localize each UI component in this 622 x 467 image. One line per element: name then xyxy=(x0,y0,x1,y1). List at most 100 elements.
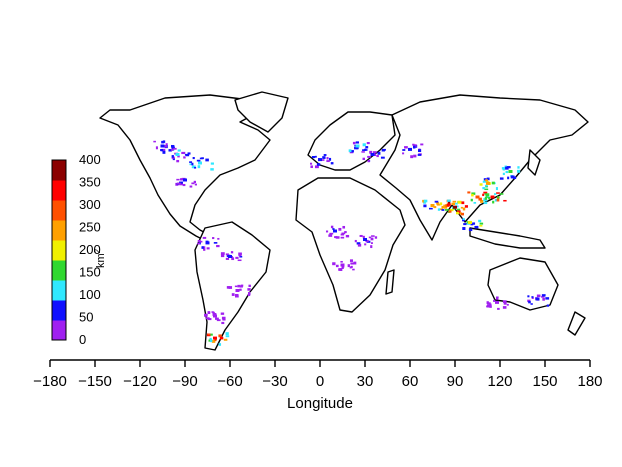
hotspot-cell xyxy=(412,143,415,146)
hotspot-cell xyxy=(486,304,490,308)
hotspot-cell xyxy=(486,177,490,181)
hotspot-cell xyxy=(234,295,239,298)
hotspot-cell xyxy=(237,259,242,262)
hotspot-cell xyxy=(197,242,201,245)
hotspot-cell xyxy=(248,291,251,295)
hotspot-cell xyxy=(330,162,334,165)
hotspot-cell xyxy=(441,205,444,209)
colorbar-tick-label: 250 xyxy=(79,220,101,235)
hotspot-cell xyxy=(470,223,474,226)
hotspot-cell xyxy=(367,160,370,163)
hotspot-cell xyxy=(460,206,463,209)
hotspot-cell xyxy=(321,159,325,161)
hotspot-cell xyxy=(482,187,486,190)
hotspot-cell xyxy=(423,204,427,208)
hotspot-core xyxy=(183,178,187,182)
hotspot-cell xyxy=(447,199,451,203)
hotspot-cell xyxy=(361,151,365,153)
hotspot-cell xyxy=(482,180,487,183)
hotspot-cell xyxy=(488,196,491,200)
hotspot-cell xyxy=(182,183,186,187)
hotspot-cell xyxy=(483,202,488,205)
greenland xyxy=(234,91,289,133)
hotspot-cell xyxy=(213,242,218,244)
colorbar-blocks xyxy=(52,160,66,341)
hotspot-cell xyxy=(451,202,456,206)
hotspot-cell xyxy=(484,184,488,187)
colorbar-block xyxy=(52,300,66,321)
hotspot-cell xyxy=(546,304,550,307)
hotspot-cell xyxy=(527,295,530,298)
hotspot-cell xyxy=(314,155,317,158)
hotspot-cell xyxy=(191,162,194,166)
hotspot-cell xyxy=(217,237,220,240)
madagascar xyxy=(385,269,395,295)
new-zealand xyxy=(567,311,586,336)
hotspot-cell xyxy=(506,166,511,169)
x-tick-label: −180 xyxy=(33,373,67,390)
hotspot-layer xyxy=(153,140,550,346)
hotspot-cell xyxy=(326,157,329,160)
colorbar-block xyxy=(52,280,66,301)
hotspot-cell xyxy=(183,156,186,159)
hotspot-cell xyxy=(434,200,439,203)
hotspot-cell xyxy=(420,143,424,146)
hotspot-cell xyxy=(325,230,329,233)
hotspot-cell xyxy=(380,156,385,159)
hotspot-cell xyxy=(370,242,373,244)
hotspot-cell xyxy=(205,158,209,162)
hotspot-cell xyxy=(187,152,191,155)
hotspot-core xyxy=(340,263,345,267)
hotspot-cell xyxy=(181,151,186,155)
hotspot-cell xyxy=(377,151,381,155)
hotspot-cell xyxy=(176,182,181,185)
colorbar-tick-label: 150 xyxy=(79,265,101,280)
hotspot-core xyxy=(495,300,499,304)
hotspot-cell xyxy=(207,311,211,314)
hotspot-cell xyxy=(349,266,352,269)
hotspot-cell xyxy=(467,191,471,194)
colorbar: 0 50 100 150 200 250 300 350 400 km2 xyxy=(51,152,107,347)
hotspot-cell xyxy=(177,155,180,158)
hotspot-cell xyxy=(367,155,371,158)
hotspot-cell xyxy=(502,306,507,309)
hotspot-cell xyxy=(350,262,355,265)
hotspot-cell xyxy=(527,299,531,303)
hotspot-cell xyxy=(350,150,354,153)
hotspot-cell xyxy=(162,140,166,143)
hotspot-core xyxy=(486,181,490,185)
hotspot-cell xyxy=(350,265,353,268)
hotspot-cell xyxy=(448,210,452,213)
hotspot-cell xyxy=(461,212,465,216)
hotspot-cell xyxy=(204,313,208,317)
hotspot-cell xyxy=(468,228,473,232)
hotspot-cell xyxy=(176,159,180,163)
hotspot-cell xyxy=(345,234,350,238)
colorbar-block xyxy=(52,240,66,261)
hotspot-cell xyxy=(512,176,517,180)
hotspot-core xyxy=(198,161,202,165)
hotspot-cell xyxy=(457,200,462,204)
hotspot-cell xyxy=(516,169,521,173)
hotspot-cell xyxy=(216,319,221,322)
hotspot-cell xyxy=(473,201,477,204)
hotspot-cell xyxy=(404,146,408,149)
hotspot-cell xyxy=(446,203,451,206)
hotspot-cell xyxy=(402,149,406,151)
hotspot-cell xyxy=(499,177,504,180)
hotspot-cell xyxy=(433,206,437,209)
hotspot-cell xyxy=(464,205,468,208)
colorbar-tick-label: 0 xyxy=(79,332,86,347)
colorbar-frame xyxy=(51,159,67,341)
hotspot-cell xyxy=(471,192,476,195)
southeast-asia-islands xyxy=(469,227,546,249)
hotspot-cell xyxy=(328,157,332,161)
colorbar-block xyxy=(52,200,66,221)
hotspot-cell xyxy=(542,297,545,301)
hotspot-cell xyxy=(219,336,224,340)
hotspot-cell xyxy=(484,188,489,191)
hotspot-cell xyxy=(491,181,495,185)
hotspot-cell xyxy=(155,146,158,150)
hotspot-cell xyxy=(218,334,222,338)
hotspot-cell xyxy=(342,225,346,229)
